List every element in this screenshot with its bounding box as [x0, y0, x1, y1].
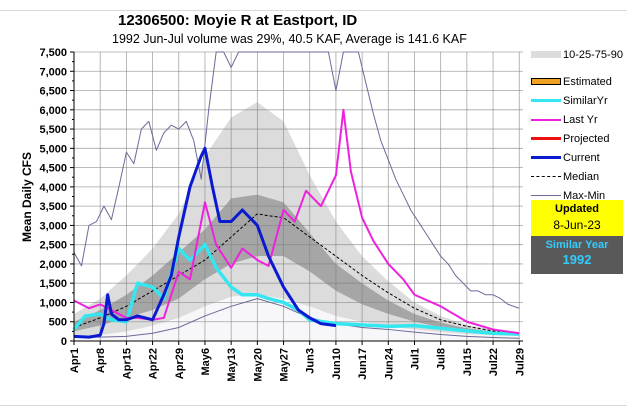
x-tick-label: Jul8	[436, 348, 448, 370]
series-median	[73, 213, 520, 335]
series-similaryr	[72, 242, 520, 336]
legend-swatch-maxmin	[531, 195, 561, 196]
x-tick-label: Jul29	[514, 348, 526, 376]
x-tick-label: Jul1	[409, 348, 421, 370]
x-tick-label: Apr1	[69, 348, 81, 373]
band-below-10	[74, 294, 520, 341]
updated-label: Updated	[555, 203, 599, 215]
legend-label: Last Yr	[563, 113, 598, 126]
updated-date: 8-Jun-23	[553, 218, 601, 232]
x-tick-label: Jul15	[462, 348, 474, 376]
legend-swatch-median	[531, 176, 561, 177]
legend-swatch-current	[531, 156, 561, 159]
y-tick-label: 4,500	[39, 163, 67, 175]
x-tick-label: May27	[279, 348, 291, 382]
legend-item-similaryr: SimilarYr	[531, 91, 623, 110]
y-tick-label: 5,000	[39, 143, 67, 155]
sheet-gridline	[0, 405, 627, 406]
y-tick-label: 1,500	[39, 278, 67, 290]
y-tick-label: 5,500	[39, 124, 67, 136]
legend-item-current: Current	[531, 148, 623, 167]
y-tick-label: 6,000	[39, 105, 67, 117]
x-tick-label: Jun3	[305, 348, 317, 374]
y-tick-label: 3,500	[39, 201, 67, 213]
legend-label: Median	[563, 170, 600, 183]
y-tick-label: 500	[49, 317, 67, 329]
legend-swatch-estimated	[531, 78, 561, 85]
x-tick-label: Apr29	[174, 348, 186, 379]
band-10-25	[74, 256, 520, 338]
band-25-75	[74, 194, 520, 335]
x-tick-label: Apr8	[95, 348, 107, 373]
similar-year-label: Similar Year	[545, 239, 609, 251]
legend-label: Estimated	[563, 75, 612, 88]
legend-label: SimilarYr	[563, 94, 608, 107]
legend-item-projected: Projected	[531, 129, 623, 148]
y-tick-label: 7,000	[39, 66, 67, 78]
y-tick-label: 3,000	[39, 220, 67, 232]
legend-item-estimated: Estimated	[531, 72, 623, 91]
x-tick-label: Jul22	[488, 348, 500, 376]
series-max-min-min	[74, 298, 520, 339]
y-tick-label: 2,000	[39, 259, 67, 271]
series-current	[73, 146, 337, 339]
legend-item-lastyr: Last Yr	[531, 110, 623, 129]
y-tick-label: 0	[61, 336, 67, 348]
legend-swatch-lastyr	[531, 118, 561, 121]
legend-label: 10-25-75-90	[563, 48, 623, 61]
y-tick-label: 7,500	[39, 47, 67, 59]
legend-swatch-bands	[531, 51, 561, 58]
similar-year-value: 1992	[562, 252, 592, 267]
legend-label: Projected	[563, 132, 610, 145]
similar-year-box: Similar Year 1992	[531, 236, 623, 274]
x-tick-label: May20	[252, 348, 264, 382]
chart-legend: 10-25-75-90 Estimated SimilarYr Last Yr …	[531, 49, 623, 205]
updated-box: Updated 8-Jun-23	[531, 200, 623, 236]
x-tick-label: May6	[200, 348, 212, 376]
x-tick-label: May13	[226, 348, 238, 382]
legend-swatch-similaryr	[531, 99, 561, 102]
chart-subtitle: 1992 Jun-Jul volume was 29%, 40.5 KAF, A…	[112, 32, 467, 46]
legend-item-bands: 10-25-75-90	[531, 45, 623, 64]
legend-item-median: Median	[531, 167, 623, 186]
y-tick-label: 1,000	[39, 297, 67, 309]
legend-item-maxmin: Max-Min	[531, 186, 623, 205]
x-tick-label: Jun24	[383, 347, 395, 380]
legend-label: Current	[563, 151, 600, 164]
x-tick-label: Apr22	[148, 348, 160, 379]
y-tick-label: 2,500	[39, 240, 67, 252]
chart-title: 12306500: Moyie R at Eastport, ID	[118, 12, 358, 29]
x-tick-label: Jun10	[331, 348, 343, 380]
legend-label: Max-Min	[563, 189, 606, 202]
legend-swatch-projected	[531, 137, 561, 140]
x-tick-label: Jun17	[357, 348, 369, 380]
sheet-gridline	[0, 10, 627, 11]
y-tick-label: 6,500	[39, 86, 67, 98]
y-tick-label: 4,000	[39, 182, 67, 194]
x-tick-label: Apr15	[121, 348, 133, 379]
series-max-min-max	[73, 51, 520, 309]
